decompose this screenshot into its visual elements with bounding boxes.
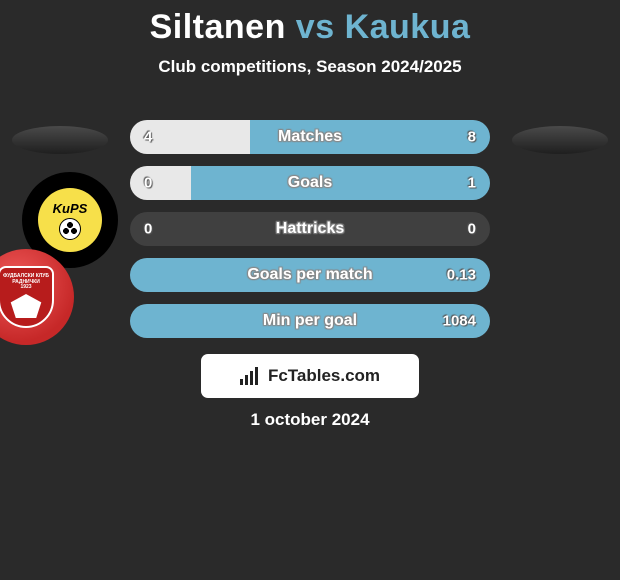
crest-right-shield: ФУДБАЛСКИ КЛУБ РАДНИЧКИ 1923	[0, 266, 54, 328]
stat-value-right: 1084	[443, 313, 476, 330]
crest-left-inner: KuPS	[38, 188, 102, 252]
stat-bars: 4 8 Matches 0 1 Goals 0 0 Hattricks 0.13 Goals per…	[130, 120, 490, 350]
shadow-oval-left	[12, 126, 108, 154]
stat-row: 0 0 Hattricks	[130, 212, 490, 246]
stat-label: Goals	[288, 174, 332, 192]
stat-value-right: 8	[468, 129, 476, 146]
stat-row: 0 1 Goals	[130, 166, 490, 200]
soccer-ball-icon	[59, 218, 81, 240]
page-title: Siltanen vs Kaukua	[0, 0, 620, 47]
stat-value-right: 0.13	[447, 267, 476, 284]
bar-fill-left	[130, 166, 191, 200]
stat-value-right: 1	[468, 175, 476, 192]
stat-value-left: 0	[144, 221, 152, 238]
shadow-oval-right	[512, 126, 608, 154]
stat-value-right: 0	[468, 221, 476, 238]
stat-value-left: 0	[144, 175, 152, 192]
vs-label: vs	[296, 8, 335, 46]
stat-row: 1084 Min per goal	[130, 304, 490, 338]
subtitle: Club competitions, Season 2024/2025	[0, 57, 620, 77]
stat-row: 0.13 Goals per match	[130, 258, 490, 292]
stat-label: Min per goal	[263, 312, 357, 330]
bar-fill-right	[191, 166, 490, 200]
crest-left-text: KuPS	[53, 201, 88, 216]
footer-date: 1 october 2024	[250, 410, 369, 430]
stat-row: 4 8 Matches	[130, 120, 490, 154]
stat-value-left: 4	[144, 129, 152, 146]
stat-label: Matches	[278, 128, 342, 146]
stat-label: Hattricks	[276, 220, 344, 238]
crest-right-year: 1923	[20, 285, 31, 291]
brand-text: FcTables.com	[268, 366, 380, 386]
stat-label: Goals per match	[247, 266, 372, 284]
brand-box[interactable]: FcTables.com	[201, 354, 419, 398]
chart-icon	[240, 367, 262, 385]
eagle-icon	[9, 294, 43, 318]
player2-name: Kaukua	[345, 8, 471, 46]
player1-name: Siltanen	[150, 8, 286, 46]
